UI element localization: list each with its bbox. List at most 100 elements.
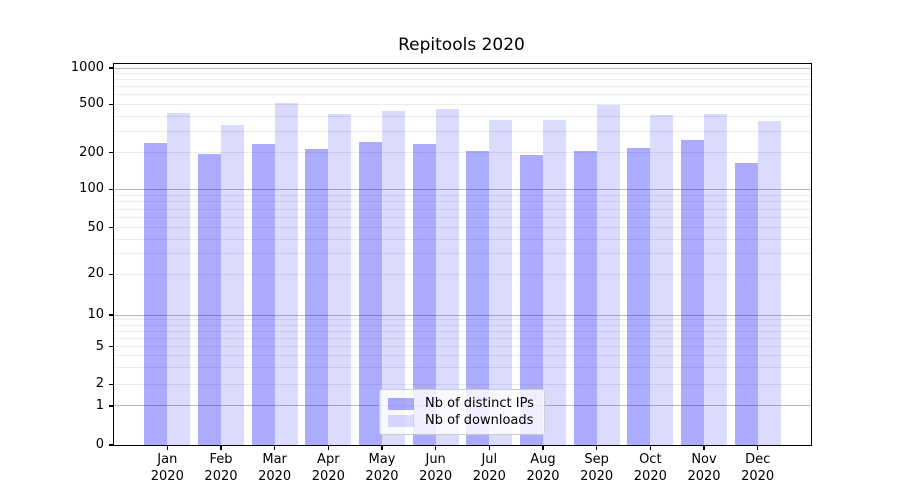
y-axis-tick (109, 273, 114, 275)
y-axis-tick (109, 405, 114, 407)
major-gridline (114, 67, 811, 69)
x-axis-tick (542, 445, 544, 450)
y-axis-tick (109, 383, 114, 385)
chart-title: Repitools 2020 (398, 35, 525, 55)
legend-item: Nb of distinct IPs (388, 396, 536, 411)
legend-swatch (388, 397, 414, 410)
legend-swatch (388, 414, 414, 427)
y-tick-label: 200 (79, 144, 104, 160)
minor-gridline (114, 201, 811, 203)
x-tick-label: Jan 2020 (150, 452, 184, 484)
y-tick-label: 20 (87, 266, 104, 282)
minor-gridline (114, 73, 811, 75)
minor-gridline (114, 273, 811, 275)
x-axis-tick (381, 445, 383, 450)
minor-gridline (114, 152, 811, 154)
minor-gridline (114, 208, 811, 210)
minor-gridline (114, 355, 811, 357)
x-tick-label: Jul 2020 (472, 452, 506, 484)
minor-gridline (114, 330, 811, 332)
x-tick-label: Mar 2020 (258, 452, 292, 484)
y-axis-tick (109, 346, 114, 348)
x-tick-label: Dec 2020 (741, 452, 775, 484)
x-axis-tick (327, 445, 329, 450)
bar-distinct-ips (627, 147, 651, 445)
x-axis-tick (649, 445, 651, 450)
legend-label: Nb of downloads (425, 413, 534, 428)
minor-gridline (114, 94, 811, 96)
minor-gridline (114, 79, 811, 81)
x-axis-tick (488, 445, 490, 450)
minor-gridline (114, 324, 811, 326)
bar-distinct-ips (734, 162, 758, 445)
minor-gridline (114, 227, 811, 229)
y-tick-label: 10 (87, 307, 104, 322)
major-gridline (114, 188, 811, 190)
x-tick-label: Sep 2020 (580, 452, 614, 484)
bar-downloads (542, 120, 566, 445)
y-axis-tick (109, 67, 114, 69)
bar-distinct-ips (305, 148, 329, 445)
bar-downloads (328, 114, 352, 445)
bar-distinct-ips (466, 151, 490, 445)
major-gridline (114, 314, 811, 316)
minor-gridline (114, 238, 811, 240)
y-axis-tick (109, 188, 114, 190)
bar-distinct-ips (358, 141, 382, 445)
minor-gridline (114, 346, 811, 348)
x-axis-tick (757, 445, 759, 450)
bar-distinct-ips (681, 139, 704, 445)
minor-gridline (114, 194, 811, 196)
minor-gridline (114, 86, 811, 88)
bar-downloads (650, 114, 674, 445)
x-axis-tick (220, 445, 222, 450)
x-axis-tick (596, 445, 598, 450)
legend-item: Nb of downloads (388, 413, 536, 428)
x-tick-label: Oct 2020 (633, 452, 667, 484)
y-tick-label: 1 (95, 397, 104, 413)
bar-downloads (381, 111, 405, 445)
minor-gridline (114, 103, 811, 105)
x-axis-tick (435, 445, 437, 450)
bar-downloads (704, 113, 727, 445)
x-tick-label: Apr 2020 (311, 452, 345, 484)
y-axis-tick (109, 444, 114, 446)
bar-downloads (274, 102, 298, 445)
bar-distinct-ips (144, 143, 168, 445)
bar-distinct-ips (197, 154, 221, 445)
minor-gridline (114, 130, 811, 132)
x-axis-tick (166, 445, 168, 450)
minor-gridline (114, 337, 811, 339)
bar-downloads (489, 120, 513, 445)
y-axis-tick (109, 314, 114, 316)
x-axis-tick (703, 445, 705, 450)
minor-gridline (114, 115, 811, 117)
y-tick-label: 5 (95, 338, 104, 354)
minor-gridline (114, 383, 811, 385)
x-axis-tick (273, 445, 276, 450)
y-tick-label: 0 (95, 437, 104, 452)
bar-downloads (167, 112, 191, 445)
minor-gridline (114, 367, 811, 369)
bar-downloads (435, 108, 459, 445)
bar-distinct-ips (251, 144, 275, 445)
bar-distinct-ips (412, 144, 436, 445)
y-axis-tick (109, 152, 114, 154)
x-tick-label: Aug 2020 (526, 452, 560, 484)
bar-distinct-ips (573, 151, 597, 445)
y-axis-tick (109, 227, 114, 229)
minor-gridline (114, 319, 811, 321)
y-tick-label: 100 (79, 181, 104, 197)
x-tick-label: Jun 2020 (419, 452, 453, 484)
y-tick-label: 1000 (70, 60, 104, 76)
y-tick-label: 2 (95, 376, 104, 392)
bar-downloads (220, 125, 244, 445)
x-tick-label: May 2020 (365, 452, 399, 484)
legend: Nb of distinct IPs Nb of downloads (379, 389, 545, 435)
legend-label: Nb of distinct IPs (425, 396, 534, 411)
x-tick-label: Feb 2020 (204, 452, 238, 484)
y-tick-label: 50 (87, 219, 104, 235)
minor-gridline (114, 217, 811, 219)
bar-distinct-ips (519, 155, 543, 445)
